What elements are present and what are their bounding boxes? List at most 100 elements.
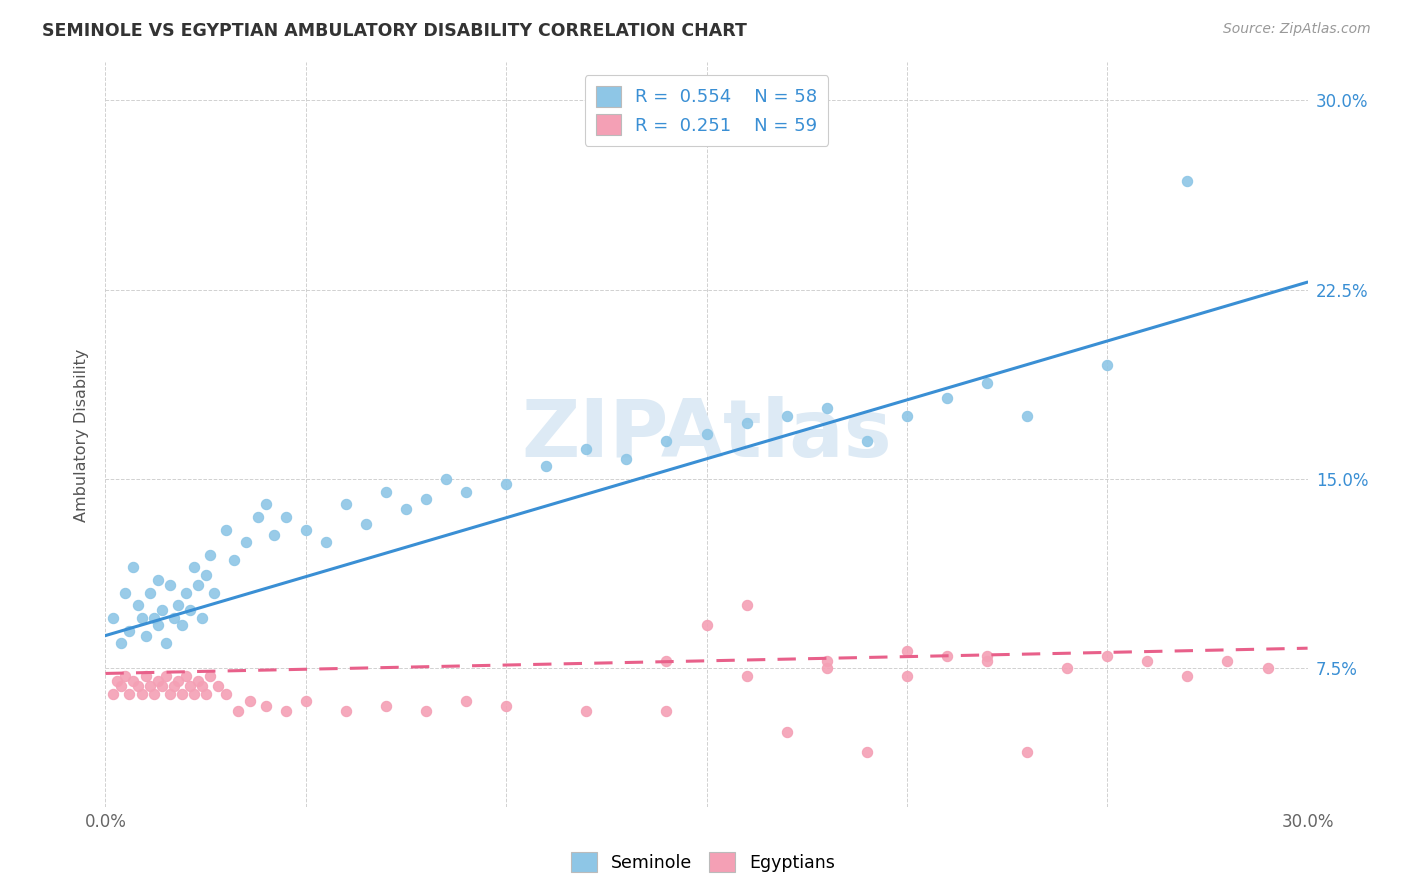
Point xyxy=(696,618,718,632)
Point xyxy=(575,442,598,456)
Point xyxy=(896,669,918,683)
Point xyxy=(335,704,357,718)
Point xyxy=(110,679,132,693)
Point xyxy=(1097,359,1119,373)
Point xyxy=(103,687,125,701)
Point xyxy=(616,451,638,466)
Text: SEMINOLE VS EGYPTIAN AMBULATORY DISABILITY CORRELATION CHART: SEMINOLE VS EGYPTIAN AMBULATORY DISABILI… xyxy=(42,22,747,40)
Point xyxy=(495,477,517,491)
Point xyxy=(122,560,145,574)
Point xyxy=(214,687,236,701)
Point xyxy=(374,484,398,499)
Point xyxy=(776,724,799,739)
Point xyxy=(655,434,678,449)
Point xyxy=(166,599,188,613)
Point xyxy=(1017,409,1039,423)
Point xyxy=(131,687,153,701)
Point xyxy=(114,669,136,683)
Point xyxy=(170,687,193,701)
Point xyxy=(896,644,918,658)
Legend: Seminole, Egyptians: Seminole, Egyptians xyxy=(564,845,842,879)
Point xyxy=(194,568,217,582)
Point xyxy=(263,527,285,541)
Point xyxy=(159,687,181,701)
Point xyxy=(114,585,136,599)
Point xyxy=(1216,654,1239,668)
Point xyxy=(395,502,418,516)
Text: Source: ZipAtlas.com: Source: ZipAtlas.com xyxy=(1223,22,1371,37)
Point xyxy=(735,417,758,431)
Point xyxy=(222,553,245,567)
Point xyxy=(454,694,477,708)
Point xyxy=(107,673,129,688)
Point xyxy=(183,687,205,701)
Point xyxy=(855,745,877,759)
Point xyxy=(1257,661,1279,675)
Point xyxy=(187,673,209,688)
Point xyxy=(1177,174,1199,188)
Point xyxy=(150,603,173,617)
Point xyxy=(735,669,758,683)
Point xyxy=(374,699,398,714)
Point xyxy=(202,585,225,599)
Point xyxy=(254,497,277,511)
Point xyxy=(174,585,197,599)
Point xyxy=(335,497,357,511)
Point xyxy=(135,629,157,643)
Point xyxy=(146,573,169,587)
Point xyxy=(976,654,998,668)
Point xyxy=(534,459,557,474)
Point xyxy=(174,669,197,683)
Point xyxy=(138,585,160,599)
Point xyxy=(315,535,337,549)
Point xyxy=(936,391,959,405)
Point xyxy=(274,509,297,524)
Point xyxy=(179,603,201,617)
Point xyxy=(146,673,169,688)
Point xyxy=(295,523,318,537)
Point xyxy=(1177,669,1199,683)
Point xyxy=(183,560,205,574)
Point xyxy=(110,636,132,650)
Point xyxy=(235,535,257,549)
Point xyxy=(776,409,799,423)
Point xyxy=(815,654,838,668)
Point xyxy=(127,679,149,693)
Point xyxy=(190,611,212,625)
Point xyxy=(162,679,184,693)
Point xyxy=(575,704,598,718)
Point xyxy=(655,704,678,718)
Point xyxy=(198,669,221,683)
Point xyxy=(454,484,477,499)
Legend: R =  0.554    N = 58, R =  0.251    N = 59: R = 0.554 N = 58, R = 0.251 N = 59 xyxy=(585,75,828,145)
Point xyxy=(815,661,838,675)
Point xyxy=(696,426,718,441)
Point xyxy=(131,611,153,625)
Point xyxy=(976,376,998,390)
Point xyxy=(198,548,221,562)
Point xyxy=(118,624,141,638)
Point xyxy=(896,409,918,423)
Point xyxy=(155,669,177,683)
Point xyxy=(495,699,517,714)
Point xyxy=(179,679,201,693)
Point xyxy=(142,687,165,701)
Point xyxy=(246,509,269,524)
Point xyxy=(170,618,193,632)
Point xyxy=(1056,661,1078,675)
Point xyxy=(127,599,149,613)
Point xyxy=(118,687,141,701)
Point xyxy=(1136,654,1159,668)
Point xyxy=(194,687,217,701)
Point xyxy=(166,673,188,688)
Point xyxy=(855,434,877,449)
Point xyxy=(190,679,212,693)
Point xyxy=(976,648,998,663)
Point xyxy=(226,704,249,718)
Point xyxy=(187,578,209,592)
Point xyxy=(415,492,437,507)
Point xyxy=(254,699,277,714)
Text: ZIPAtlas: ZIPAtlas xyxy=(522,396,891,474)
Point xyxy=(150,679,173,693)
Point xyxy=(434,472,457,486)
